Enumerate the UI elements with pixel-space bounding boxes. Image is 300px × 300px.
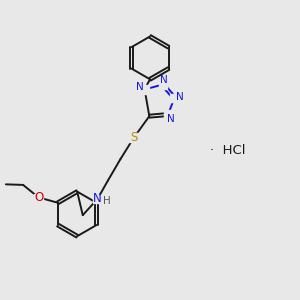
Bar	[164, 110, 172, 119]
Bar	[34, 194, 43, 201]
Text: N: N	[136, 82, 144, 92]
Text: H: H	[103, 196, 110, 206]
Bar	[129, 134, 139, 142]
Text: N: N	[160, 75, 168, 85]
Text: S: S	[130, 131, 138, 144]
Text: N: N	[167, 114, 175, 124]
Bar	[159, 80, 167, 89]
Bar	[170, 94, 178, 102]
Bar	[93, 195, 102, 203]
Text: ·  HCl: · HCl	[209, 143, 245, 157]
Text: N: N	[93, 192, 102, 205]
Text: N: N	[176, 92, 184, 102]
Text: O: O	[34, 191, 43, 204]
Bar	[140, 85, 149, 94]
